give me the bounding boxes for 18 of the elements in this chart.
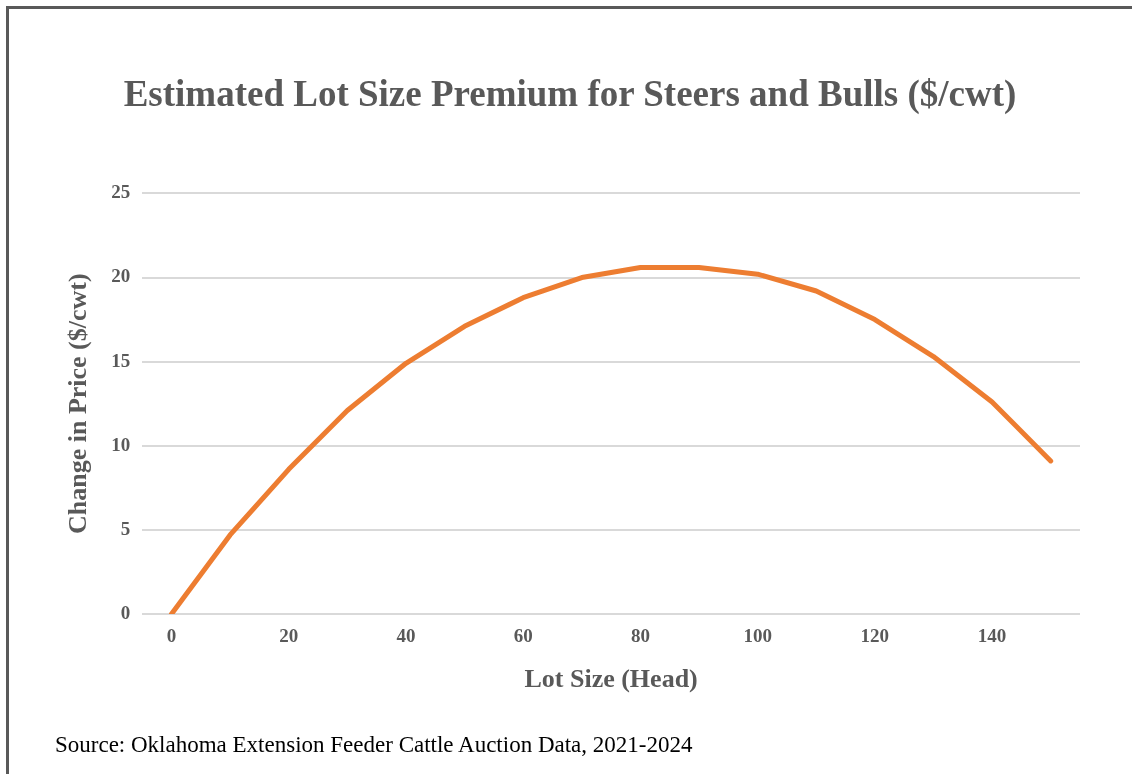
x-tick-label: 20 — [279, 625, 299, 647]
x-tick-label: 0 — [166, 625, 177, 647]
y-tick-label: 20 — [111, 265, 131, 287]
y-tick-label: 0 — [120, 601, 131, 623]
x-tick-label: 120 — [860, 625, 890, 647]
source-note: Source: Oklahoma Extension Feeder Cattle Auction Data, 2021-2024 — [55, 732, 693, 758]
chart-title: Estimated Lot Size Premium for Steers and Bulls ($/cwt) — [122, 72, 1018, 116]
x-tick-label: 60 — [513, 625, 533, 647]
x-tick-label: 40 — [396, 625, 416, 647]
y-tick-label: 25 — [111, 181, 131, 203]
x-tick-label: 140 — [977, 625, 1007, 647]
x-tick-label: 80 — [630, 625, 650, 647]
x-tick-label: 100 — [743, 625, 772, 647]
y-tick-label: 5 — [120, 517, 131, 539]
y-tick-label: 15 — [111, 349, 131, 371]
y-axis-title: Change in Price ($/cwt) — [63, 273, 93, 535]
y-tick-label: 10 — [111, 433, 131, 455]
x-axis-title: Lot Size (Head) — [524, 664, 698, 694]
